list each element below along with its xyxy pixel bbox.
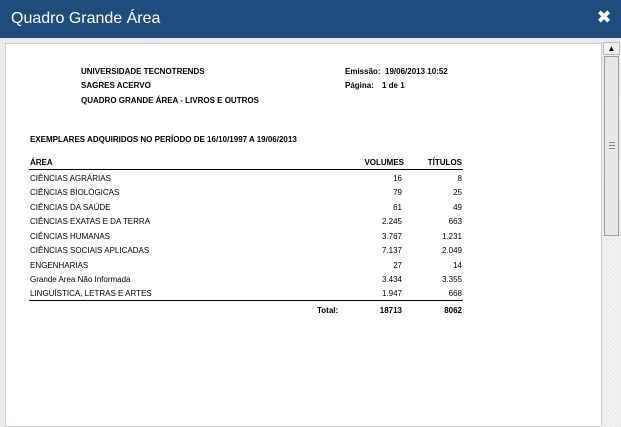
report-page: UNIVERSIDADE TECNOTRENDS SAGRES ACERVO Q… — [5, 43, 602, 427]
row-area: CIÊNCIAS HUMANAS — [30, 232, 111, 241]
row-titulos: 49 — [453, 203, 462, 212]
row-titulos: 663 — [448, 217, 462, 226]
column-header-titulos: TÍTULOS — [427, 158, 462, 167]
row-volumes: 3.434 — [381, 275, 402, 284]
close-icon[interactable]: ✖ — [596, 7, 612, 27]
emissao-value: 19/06/2013 10:52 — [385, 67, 448, 76]
grip-line — [609, 145, 615, 146]
window-title: Quadro Grande Área — [11, 10, 161, 27]
row-volumes: 1.947 — [381, 289, 402, 298]
row-area: ENGENHARIAS — [30, 261, 89, 270]
pagina-value: 1 de 1 — [382, 81, 405, 90]
column-header-volumes: VOLUMES — [364, 158, 404, 167]
grip-line — [609, 148, 615, 149]
total-volumes: 18713 — [379, 306, 402, 315]
column-header-area: ÁREA — [30, 158, 53, 167]
row-area: CIÊNCIAS EXATAS E DA TERRA — [30, 217, 151, 226]
row-area: CIÊNCIAS DA SAÚDE — [30, 203, 111, 212]
row-volumes: 61 — [393, 203, 402, 212]
row-titulos: 2.049 — [441, 246, 462, 255]
grip-line — [609, 142, 615, 143]
total-divider — [29, 300, 463, 301]
report-name: QUADRO GRANDE ÁREA - LIVROS E OUTROS — [81, 96, 259, 105]
row-volumes: 7.137 — [381, 246, 402, 255]
window-titlebar: Quadro Grande Área ✖ — [0, 0, 621, 38]
row-titulos: 25 — [453, 188, 462, 197]
row-titulos: 668 — [448, 289, 462, 298]
row-titulos: 14 — [453, 261, 462, 270]
institution-name: UNIVERSIDADE TECNOTRENDS — [81, 67, 205, 76]
row-volumes: 79 — [393, 188, 402, 197]
total-label: Total: — [317, 306, 339, 315]
row-titulos: 3.355 — [441, 275, 462, 284]
vertical-scrollbar[interactable]: ▲ — [603, 42, 620, 427]
row-titulos: 1.231 — [441, 232, 462, 241]
scrollbar-thumb[interactable] — [604, 56, 619, 236]
row-area: CIÊNCIAS SOCIAIS APLICADAS — [30, 246, 150, 255]
emissao-label: Emissão: — [345, 67, 381, 76]
header-divider — [29, 169, 463, 170]
row-volumes: 2.245 — [381, 217, 402, 226]
row-volumes: 27 — [393, 261, 402, 270]
row-titulos: 8 — [457, 174, 462, 183]
arrow-up-icon[interactable]: ▲ — [603, 42, 620, 55]
row-area: LINGUÍSTICA, LETRAS E ARTES — [30, 289, 152, 298]
row-area: CIÊNCIAS AGRÁRIAS — [30, 174, 111, 183]
system-name: SAGRES ACERVO — [81, 81, 151, 90]
row-area: Grande Area Não Informada — [30, 275, 131, 284]
row-volumes: 16 — [393, 174, 402, 183]
pagina-label: Página: — [345, 81, 374, 90]
section-title: EXEMPLARES ADQUIRIDOS NO PERÍODO DE 16/1… — [30, 135, 297, 144]
row-area: CIÊNCIAS BIOLÓGICAS — [30, 188, 120, 197]
row-volumes: 3.767 — [381, 232, 402, 241]
report-viewer-frame: UNIVERSIDADE TECNOTRENDS SAGRES ACERVO Q… — [0, 38, 621, 427]
total-titulos: 8062 — [444, 306, 462, 315]
